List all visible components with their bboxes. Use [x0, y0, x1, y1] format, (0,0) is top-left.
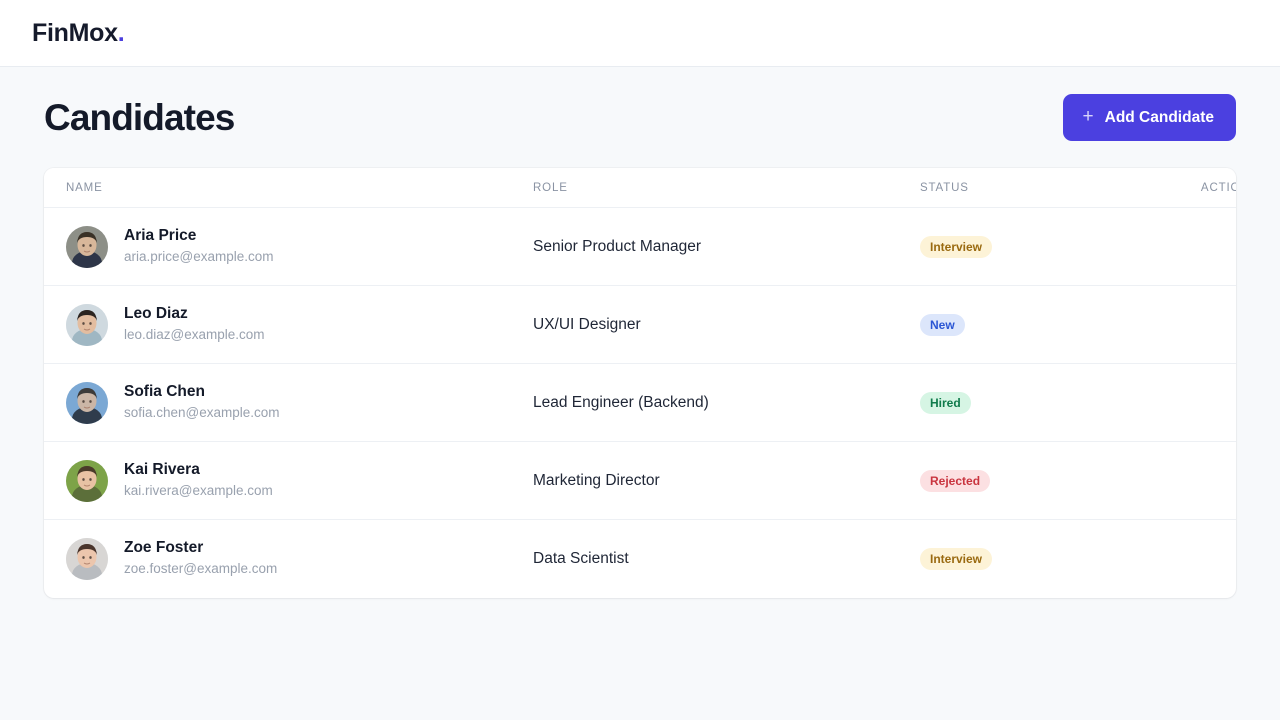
avatar	[66, 459, 108, 502]
candidate-email: leo.diaz@example.com	[124, 326, 265, 342]
table-row[interactable]: Sofia Chen sofia.chen@example.com Lead Eng…	[44, 363, 1237, 442]
table-header: NAME ROLE STATUS ACTIONS	[44, 168, 1236, 208]
candidate-role: Data Scientist	[533, 549, 629, 567]
more-vertical-icon[interactable]	[1235, 468, 1237, 498]
more-vertical-icon[interactable]	[1235, 312, 1237, 342]
candidate-text: Sofia Chen sofia.chen@example.com	[124, 382, 280, 423]
candidate-email: sofia.chen@example.com	[124, 404, 280, 420]
candidate-role: Lead Engineer (Backend)	[533, 393, 709, 411]
table-row[interactable]: Leo Diaz leo.diaz@example.com UX/UI Design…	[44, 285, 1237, 364]
cell-actions	[1156, 441, 1237, 520]
status-badge: Interview	[920, 547, 993, 570]
cell-role: Marketing Director	[533, 441, 920, 520]
candidates-table: NAME ROLE STATUS ACTIONS Aria Price aria.…	[44, 168, 1236, 598]
candidate-role: UX/UI Designer	[533, 315, 641, 333]
candidate-name: Leo Diaz	[124, 305, 188, 323]
column-header-actions: ACTIONS	[1156, 168, 1236, 208]
cell-status: Hired	[920, 363, 1156, 442]
cell-name: Sofia Chen sofia.chen@example.com	[44, 363, 533, 442]
avatar	[66, 537, 108, 580]
status-badge: Interview	[920, 235, 993, 258]
candidate-name: Zoe Foster	[124, 539, 204, 557]
candidate-text: Leo Diaz leo.diaz@example.com	[124, 304, 265, 345]
cell-status: New	[920, 285, 1156, 364]
candidate-email: aria.price@example.com	[124, 248, 274, 264]
cell-status: Interview	[920, 520, 1156, 598]
more-vertical-icon[interactable]	[1235, 234, 1237, 264]
plus-icon: +	[1082, 106, 1094, 127]
brand-name: FinMox	[32, 18, 118, 47]
candidate-role: Marketing Director	[533, 471, 660, 489]
app-header: FinMox.	[0, 0, 1280, 67]
status-badge: New	[920, 313, 965, 336]
candidate-name: Aria Price	[124, 227, 197, 245]
table-row[interactable]: Aria Price aria.price@example.com Senior P…	[44, 207, 1237, 286]
candidate-identity: Aria Price aria.price@example.com	[66, 225, 533, 268]
brand-logo[interactable]: FinMox.	[32, 18, 125, 47]
column-header-status[interactable]: STATUS	[920, 168, 1156, 208]
page-title: Candidates	[44, 96, 235, 138]
page-content: Candidates + Add Candidate NAME ROLE STA…	[0, 67, 1280, 598]
cell-name: Zoe Foster zoe.foster@example.com	[44, 520, 533, 598]
candidate-name: Kai Rivera	[124, 461, 200, 479]
candidates-card: NAME ROLE STATUS ACTIONS Aria Price aria.…	[44, 168, 1236, 598]
add-candidate-label: Add Candidate	[1104, 108, 1214, 126]
candidate-text: Kai Rivera kai.rivera@example.com	[124, 460, 273, 501]
cell-role: Data Scientist	[533, 520, 920, 598]
candidate-text: Aria Price aria.price@example.com	[124, 226, 274, 267]
candidate-identity: Leo Diaz leo.diaz@example.com	[66, 303, 533, 346]
candidate-identity: Kai Rivera kai.rivera@example.com	[66, 459, 533, 502]
cell-actions	[1156, 285, 1237, 364]
page-header-row: Candidates + Add Candidate	[44, 67, 1236, 168]
candidate-email: zoe.foster@example.com	[124, 560, 278, 576]
candidate-identity: Zoe Foster zoe.foster@example.com	[66, 537, 533, 580]
status-badge: Rejected	[920, 469, 991, 492]
cell-actions	[1156, 363, 1237, 442]
cell-name: Kai Rivera kai.rivera@example.com	[44, 441, 533, 520]
candidate-name: Sofia Chen	[124, 383, 205, 401]
column-header-role[interactable]: ROLE	[533, 168, 920, 208]
cell-name: Leo Diaz leo.diaz@example.com	[44, 285, 533, 364]
column-header-name[interactable]: NAME	[44, 168, 533, 208]
add-candidate-button[interactable]: + Add Candidate	[1062, 94, 1236, 141]
table-body: Aria Price aria.price@example.com Senior P…	[44, 207, 1237, 598]
brand-dot: .	[117, 18, 125, 47]
candidate-identity: Sofia Chen sofia.chen@example.com	[66, 381, 533, 424]
table-row[interactable]: Kai Rivera kai.rivera@example.com Marketin…	[44, 441, 1237, 520]
avatar	[66, 381, 108, 424]
cell-status: Rejected	[920, 441, 1156, 520]
cell-role: Lead Engineer (Backend)	[533, 363, 920, 442]
avatar	[66, 225, 108, 268]
candidate-email: kai.rivera@example.com	[124, 482, 273, 498]
more-vertical-icon[interactable]	[1235, 546, 1237, 576]
avatar	[66, 303, 108, 346]
cell-actions	[1156, 207, 1237, 286]
table-header-row: NAME ROLE STATUS ACTIONS	[44, 168, 1236, 208]
cell-status: Interview	[920, 207, 1156, 286]
more-vertical-icon[interactable]	[1235, 390, 1237, 420]
cell-actions	[1156, 520, 1236, 598]
candidate-role: Senior Product Manager	[533, 237, 702, 255]
cell-role: UX/UI Designer	[533, 285, 920, 364]
cell-name: Aria Price aria.price@example.com	[44, 207, 533, 286]
cell-role: Senior Product Manager	[533, 207, 920, 286]
candidate-text: Zoe Foster zoe.foster@example.com	[124, 538, 277, 579]
table-row[interactable]: Zoe Foster zoe.foster@example.com Data Sci…	[44, 520, 1236, 598]
status-badge: Hired	[920, 391, 971, 414]
